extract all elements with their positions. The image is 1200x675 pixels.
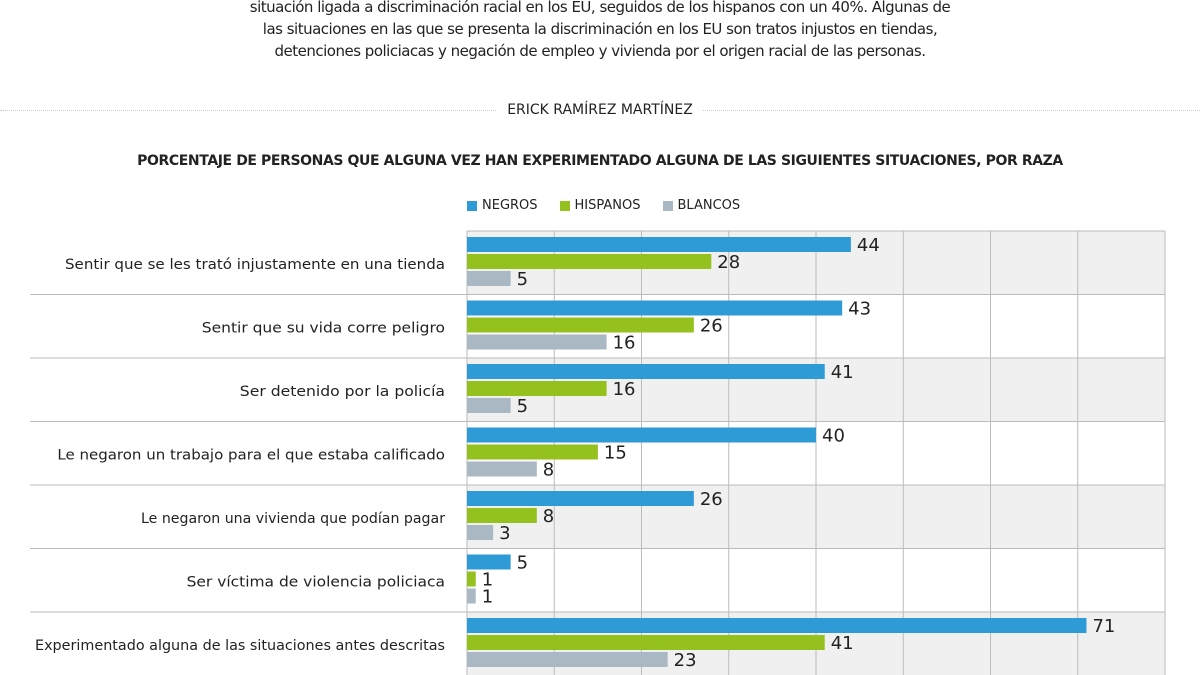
data-label: 1 bbox=[482, 570, 493, 591]
bar bbox=[467, 364, 825, 379]
legend-item: HISPANOS bbox=[559, 198, 641, 213]
bar bbox=[467, 271, 511, 286]
legend-label: NEGROS bbox=[482, 198, 538, 213]
data-label: 16 bbox=[613, 333, 636, 354]
category-label: Experimentado alguna de las situaciones … bbox=[35, 638, 445, 654]
data-label: 16 bbox=[613, 379, 636, 400]
data-label: 5 bbox=[517, 396, 528, 417]
bar bbox=[467, 508, 537, 523]
data-label: 44 bbox=[857, 235, 880, 256]
category-label: Ser detenido por la policía bbox=[240, 384, 445, 400]
legend-label: HISPANOS bbox=[574, 198, 641, 213]
data-label: 8 bbox=[543, 460, 554, 481]
bar bbox=[467, 618, 1087, 633]
legend-item: BLANCOS bbox=[662, 198, 741, 213]
intro-line: detenciones policiacas y negación de emp… bbox=[274, 42, 926, 60]
bar bbox=[467, 491, 694, 506]
bar bbox=[467, 254, 712, 269]
data-label: 5 bbox=[517, 269, 528, 290]
data-label: 43 bbox=[848, 299, 871, 320]
data-label: 41 bbox=[831, 362, 854, 383]
data-label: 26 bbox=[700, 316, 723, 337]
category-label: Le negaron un trabajo para el que estaba… bbox=[57, 447, 445, 463]
author-name: ERICK RAMÍREZ MARTÍNEZ bbox=[497, 102, 703, 118]
data-label: 5 bbox=[517, 553, 528, 574]
bar bbox=[467, 571, 476, 587]
legend-item: NEGROS bbox=[467, 198, 538, 213]
data-label: 41 bbox=[831, 633, 854, 654]
bar bbox=[467, 652, 668, 667]
data-label: 8 bbox=[543, 506, 554, 527]
bar bbox=[467, 525, 494, 540]
data-label: 26 bbox=[700, 489, 723, 510]
bar bbox=[467, 554, 511, 570]
intro-line: las situaciones en las que se presenta l… bbox=[262, 20, 938, 38]
bar bbox=[467, 588, 476, 604]
bar bbox=[467, 427, 816, 443]
legend: NEGROS HISPANOS BLANCOS bbox=[467, 198, 740, 213]
data-label: 23 bbox=[674, 650, 697, 671]
chart-title: PORCENTAJE DE PERSONAS QUE ALGUNA VEZ HA… bbox=[137, 153, 1063, 169]
bar bbox=[467, 237, 851, 252]
legend-swatch bbox=[467, 200, 477, 211]
data-label: 15 bbox=[604, 443, 627, 464]
bar bbox=[467, 317, 694, 333]
intro-text: situación ligada a discriminación racial… bbox=[0, 0, 1200, 62]
bar bbox=[467, 300, 843, 316]
category-label: Le negaron una vivienda que podían pagar bbox=[141, 511, 445, 527]
category-label: Sentir que se les trató injustamente en … bbox=[65, 257, 445, 273]
category-label: Ser víctima de violencia policiaca bbox=[187, 574, 445, 590]
bar bbox=[467, 635, 825, 650]
data-label: 28 bbox=[717, 252, 740, 273]
bar bbox=[467, 381, 607, 396]
legend-swatch bbox=[662, 200, 673, 211]
data-label: 40 bbox=[822, 426, 845, 447]
bar bbox=[467, 334, 607, 350]
bar bbox=[467, 398, 511, 413]
intro-line: situación ligada a discriminación racial… bbox=[249, 0, 951, 16]
data-label: 3 bbox=[499, 523, 510, 544]
bar bbox=[467, 461, 537, 477]
data-label: 1 bbox=[482, 587, 493, 608]
data-label: 71 bbox=[1092, 616, 1115, 637]
author: ERICK RAMÍREZ MARTÍNEZ bbox=[0, 102, 1200, 118]
bar bbox=[467, 444, 598, 460]
legend-swatch bbox=[559, 200, 570, 211]
category-label: Sentir que su vida corre peligro bbox=[202, 320, 445, 336]
legend-label: BLANCOS bbox=[677, 198, 741, 213]
